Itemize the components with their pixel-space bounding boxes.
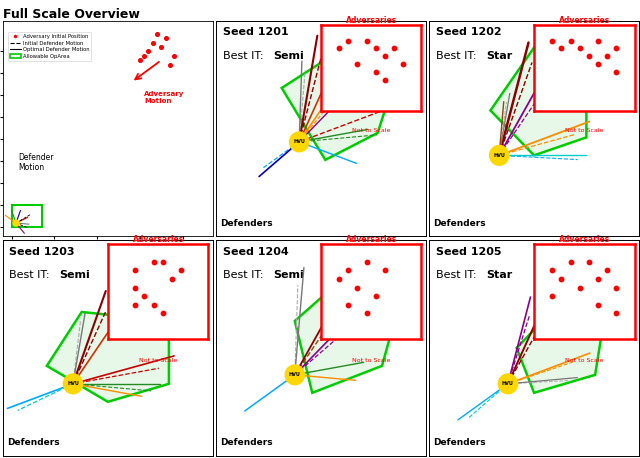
Point (161, 34, 171, 42)
Legend: Adversary Initial Position, Initial Defender Motion, Optimal Defender Motion, Al: Adversary Initial Position, Initial Defe… (8, 32, 92, 61)
Text: Best IT:: Best IT: (223, 270, 267, 280)
Text: Star: Star (486, 51, 512, 61)
Text: Best IT:: Best IT: (436, 270, 479, 280)
Polygon shape (47, 312, 169, 402)
Point (139, 52, 149, 60)
Text: Defenders: Defenders (433, 218, 486, 228)
Text: Semi: Semi (273, 51, 303, 61)
Text: Best IT:: Best IT: (10, 270, 54, 280)
Text: Seed 1201: Seed 1201 (223, 27, 288, 37)
Text: Full Scale Overview: Full Scale Overview (3, 8, 140, 21)
Bar (12, 206, 42, 228)
Polygon shape (282, 43, 395, 160)
Text: HVU: HVU (289, 372, 301, 377)
Point (143, 48, 154, 55)
Text: Defenders: Defenders (8, 438, 60, 447)
Point (169, 52, 179, 60)
Text: Defenders: Defenders (433, 438, 486, 447)
Text: HVU: HVU (502, 382, 514, 387)
Text: HVU: HVU (293, 139, 305, 144)
Text: Best IT:: Best IT: (436, 51, 479, 61)
Text: Seed 1204: Seed 1204 (223, 246, 289, 256)
Text: Defenders: Defenders (221, 218, 273, 228)
Text: Semi: Semi (60, 270, 90, 280)
Text: Seed 1205: Seed 1205 (436, 246, 501, 256)
Point (152, 30, 162, 38)
Circle shape (490, 146, 509, 165)
Text: Adversary
Motion: Adversary Motion (144, 91, 184, 104)
Circle shape (63, 374, 83, 394)
Text: Semi: Semi (273, 270, 303, 280)
Point (156, 44, 166, 51)
Circle shape (289, 132, 308, 152)
Text: Best IT:: Best IT: (223, 51, 267, 61)
Text: Seed 1202: Seed 1202 (436, 27, 501, 37)
Text: Defenders: Defenders (221, 438, 273, 447)
Text: Seed 1203: Seed 1203 (10, 246, 75, 256)
Circle shape (13, 220, 19, 226)
Polygon shape (490, 48, 586, 155)
Point (164, 61, 175, 68)
Point (148, 39, 158, 46)
Circle shape (285, 365, 305, 385)
Point (135, 56, 145, 64)
Text: Defender
Motion: Defender Motion (18, 153, 54, 172)
Text: HVU: HVU (67, 382, 79, 387)
Text: HVU: HVU (493, 153, 505, 158)
Polygon shape (516, 303, 604, 393)
Polygon shape (295, 267, 399, 393)
Circle shape (499, 374, 518, 394)
Text: Star: Star (486, 270, 512, 280)
